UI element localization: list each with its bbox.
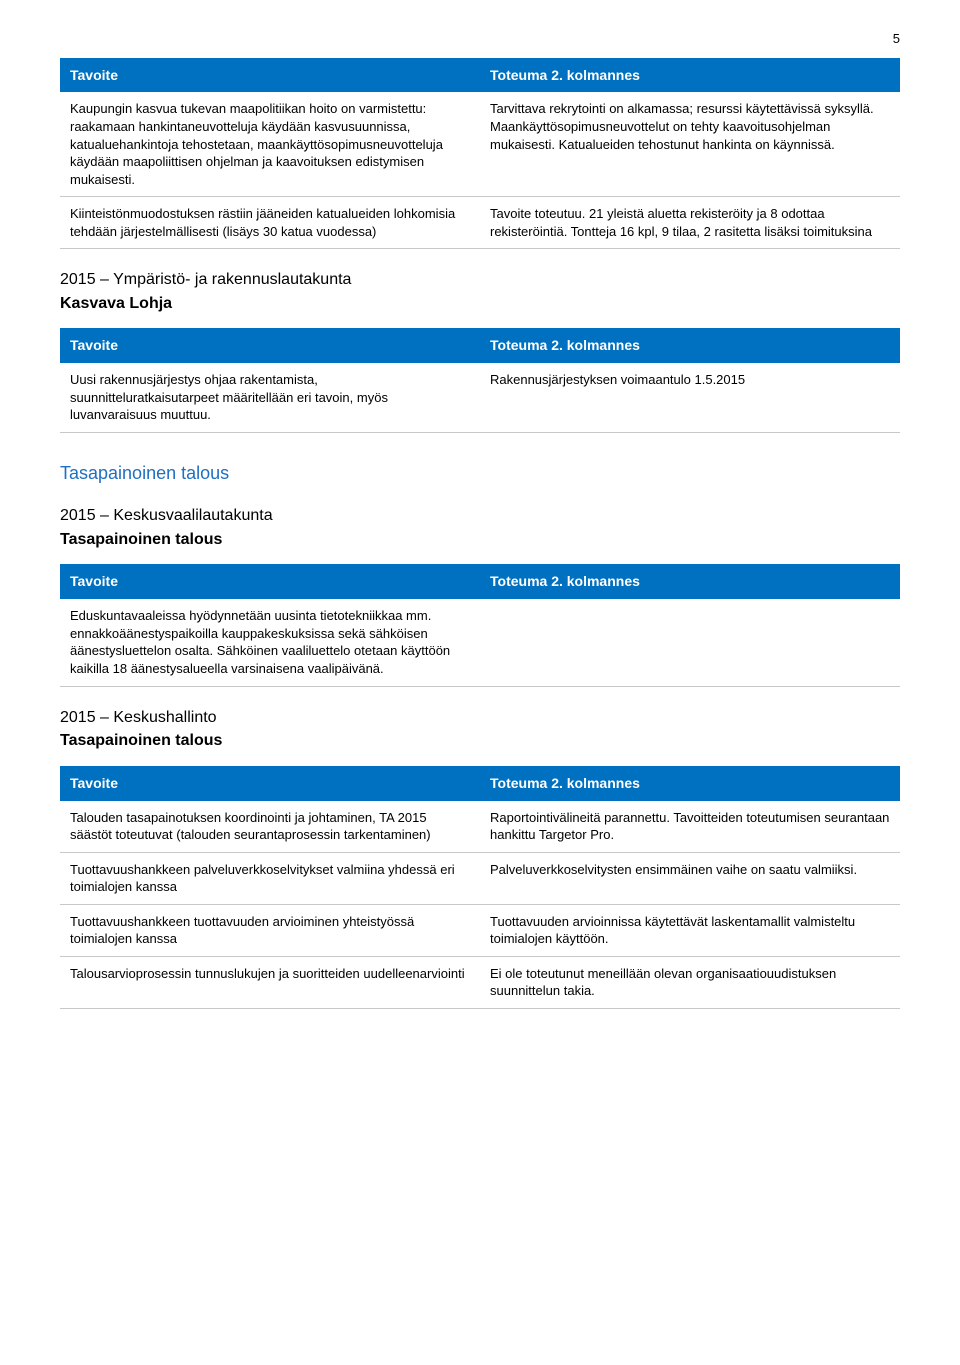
page-number: 5 (60, 30, 900, 48)
col-header-tavoite: Tavoite (60, 58, 480, 93)
table-row: Tuottavuushankkeen tuottavuuden arvioimi… (60, 904, 900, 956)
col-header-tavoite: Tavoite (60, 564, 480, 599)
cell-left: Tuottavuushankkeen tuottavuuden arvioimi… (60, 904, 480, 956)
goal-table-2: Tavoite Toteuma 2. kolmannes Uusi rakenn… (60, 328, 900, 433)
col-header-toteuma: Toteuma 2. kolmannes (480, 564, 900, 599)
cell-right (480, 599, 900, 686)
cell-left: Kiinteistönmuodostuksen rästiin jääneide… (60, 197, 480, 249)
cell-right: Tavoite toteutuu. 21 yleistä aluetta rek… (480, 197, 900, 249)
cell-left: Talouden tasapainotuksen koordinointi ja… (60, 801, 480, 853)
cell-left: Eduskuntavaaleissa hyödynnetään uusinta … (60, 599, 480, 686)
table-row: Talouden tasapainotuksen koordinointi ja… (60, 801, 900, 853)
section-title: 2015 – Ympäristö- ja rakennuslautakunta (60, 269, 900, 291)
section-subtitle: Tasapainoinen talous (60, 730, 900, 752)
cell-right: Tarvittava rekrytointi on alkamassa; res… (480, 92, 900, 196)
cell-left: Talousarvioprosessin tunnuslukujen ja su… (60, 956, 480, 1008)
table-row: Uusi rakennusjärjestys ohjaa rakentamist… (60, 363, 900, 432)
cell-right: Palveluverkkoselvitysten ensimmäinen vai… (480, 852, 900, 904)
goal-table-4: Tavoite Toteuma 2. kolmannes Talouden ta… (60, 766, 900, 1009)
table-row: Eduskuntavaaleissa hyödynnetään uusinta … (60, 599, 900, 686)
col-header-toteuma: Toteuma 2. kolmannes (480, 58, 900, 93)
section-subtitle: Kasvava Lohja (60, 293, 900, 315)
table-row: Tuottavuushankkeen palveluverkkoselvityk… (60, 852, 900, 904)
cell-left: Tuottavuushankkeen palveluverkkoselvityk… (60, 852, 480, 904)
col-header-tavoite: Tavoite (60, 766, 480, 801)
table-row: Kaupungin kasvua tukevan maapolitiikan h… (60, 92, 900, 196)
col-header-tavoite: Tavoite (60, 328, 480, 363)
col-header-toteuma: Toteuma 2. kolmannes (480, 328, 900, 363)
cell-left: Uusi rakennusjärjestys ohjaa rakentamist… (60, 363, 480, 432)
cell-right: Raportointivälineitä parannettu. Tavoitt… (480, 801, 900, 853)
col-header-toteuma: Toteuma 2. kolmannes (480, 766, 900, 801)
table-row: Kiinteistönmuodostuksen rästiin jääneide… (60, 197, 900, 249)
section-title: 2015 – Keskusvaalilautakunta (60, 505, 900, 527)
blue-heading: Tasapainoinen talous (60, 461, 900, 485)
cell-right: Tuottavuuden arvioinnissa käytettävät la… (480, 904, 900, 956)
goal-table-1: Tavoite Toteuma 2. kolmannes Kaupungin k… (60, 58, 900, 250)
section-subtitle: Tasapainoinen talous (60, 529, 900, 551)
table-row: Talousarvioprosessin tunnuslukujen ja su… (60, 956, 900, 1008)
cell-right: Ei ole toteutunut meneillään olevan orga… (480, 956, 900, 1008)
section-title: 2015 – Keskushallinto (60, 707, 900, 729)
cell-left: Kaupungin kasvua tukevan maapolitiikan h… (60, 92, 480, 196)
cell-right: Rakennusjärjestyksen voimaantulo 1.5.201… (480, 363, 900, 432)
goal-table-3: Tavoite Toteuma 2. kolmannes Eduskuntava… (60, 564, 900, 686)
